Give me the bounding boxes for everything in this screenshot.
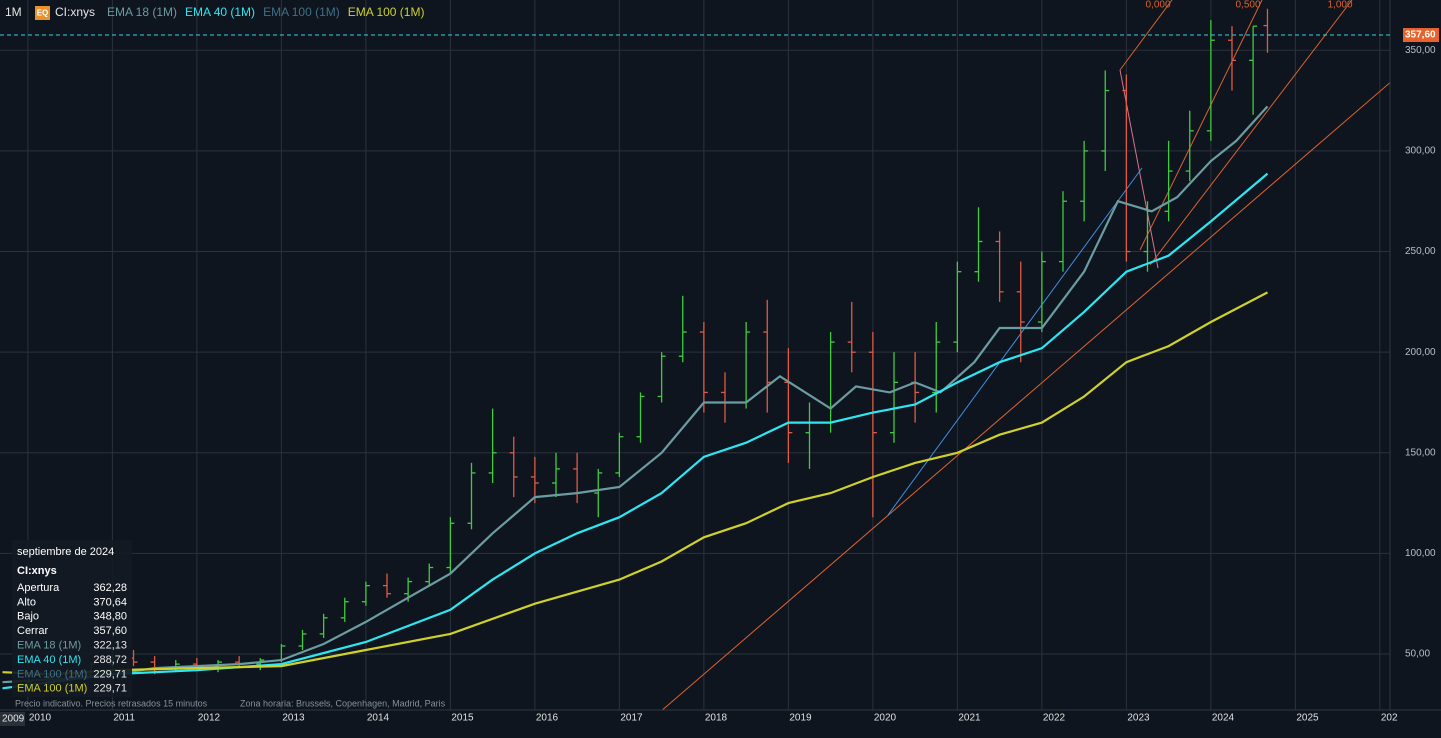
info-title: septiembre de 2024: [17, 546, 114, 558]
info-bg: [12, 540, 132, 697]
timeframe[interactable]: 1M: [5, 5, 22, 19]
info-label: Apertura: [17, 582, 60, 594]
x-tick-label: 2020: [874, 713, 897, 724]
trend-line: [887, 167, 1143, 516]
x-tick-label: 2015: [451, 713, 474, 724]
symbol[interactable]: CI:xnys: [55, 5, 95, 19]
y-axis: 50,00 100,00 150,00 200,00 250,00 300,00 350,0…: [1405, 45, 1436, 660]
footer-note: Precio indicativo. Precios retrasados 15…: [15, 698, 208, 708]
y-tick-label: 200,00: [1405, 347, 1436, 358]
indicator-line: [2, 291, 1269, 676]
info-label: EMA 100 (1M): [17, 683, 87, 695]
info-value: 362,28: [93, 582, 127, 594]
y-tick-label: 50,00: [1405, 649, 1430, 660]
y-tick-label: 150,00: [1405, 447, 1436, 458]
legend-entry[interactable]: EMA 18 (1M): [107, 5, 177, 19]
info-value: 229,71: [93, 683, 127, 695]
info-label: EMA 18 (1M): [17, 640, 81, 652]
x-tick-label: 2016: [536, 713, 559, 724]
x-tick-label: 2010: [29, 713, 52, 724]
info-box: septiembre de 2024 CI:xnys Apertura 362,2…: [12, 540, 132, 697]
x-tick-label: 202: [1381, 713, 1398, 724]
footer-note: Zona horaria: Brussels, Copenhagen, Madr…: [240, 698, 446, 708]
badge: EQ: [37, 9, 49, 18]
drawing-tools: [661, 0, 1390, 710]
info-symbol: CI:xnys: [17, 565, 57, 577]
fan-label: 0,000: [1145, 0, 1170, 11]
cursor-label-bg: [0, 712, 25, 726]
fan-labels: 0,000 0,500 1,000: [1145, 0, 1352, 11]
fan-line: [1139, 0, 1263, 251]
fan-line: [1149, 0, 1353, 266]
last-price-bg: [1403, 28, 1439, 43]
last-price-label: 357,60: [1405, 30, 1436, 41]
x-tick-label: 2023: [1127, 713, 1150, 724]
x-tick-label: 2025: [1296, 713, 1319, 724]
footer: Precio indicativo. Precios retrasados 15…: [15, 698, 446, 708]
info-value: 348,80: [93, 611, 127, 623]
legend: 1M EQ CI:xnys EMA 18 (1M) EMA 40 (1M) EMA …: [5, 5, 424, 20]
x-tick-label: 2017: [620, 713, 643, 724]
legend-entry[interactable]: EMA 100 (1M): [348, 5, 425, 19]
info-label: EMA 40 (1M): [17, 654, 81, 666]
fan-label: 0,500: [1235, 0, 1260, 11]
info-value: 357,60: [93, 625, 127, 637]
fan-line: [1119, 0, 1173, 71]
info-label: Bajo: [17, 611, 39, 623]
y-tick-label: 100,00: [1405, 548, 1436, 559]
trend-line: [661, 81, 1390, 710]
x-tick-label: 2018: [705, 713, 728, 724]
info-value: 229,71: [93, 668, 127, 680]
fan-label: 1,000: [1327, 0, 1352, 11]
x-tick-label: 2022: [1043, 713, 1066, 724]
grid: [0, 0, 1390, 710]
y-tick-label: 250,00: [1405, 246, 1436, 257]
badge-bg: [35, 6, 50, 20]
legend-entry[interactable]: EMA 40 (1M): [185, 5, 255, 19]
info-label: Alto: [17, 596, 36, 608]
y-tick-label: 350,00: [1405, 45, 1436, 56]
info-value: 322,13: [93, 640, 127, 652]
y-tick-label: 300,00: [1405, 146, 1436, 157]
legend-entry[interactable]: EMA 100 (1M): [263, 5, 340, 19]
x-axis: 2010 2011 2012 2013 2014 2015 2016 2017 2018 2019…: [29, 713, 1398, 724]
info-value: 370,64: [93, 596, 127, 608]
x-tick-label: 2021: [958, 713, 981, 724]
plot-area: [2, 0, 1390, 710]
x-tick-label: 2011: [113, 713, 135, 724]
cursor-label: 2009: [2, 714, 25, 725]
indicator-line: [2, 172, 1269, 690]
x-tick-label: 2024: [1212, 713, 1235, 724]
info-value: 288,72: [93, 654, 127, 666]
x-tick-label: 2019: [789, 713, 812, 724]
indicator-line: [2, 105, 1269, 684]
x-tick-label: 2012: [198, 713, 221, 724]
x-tick-label: 2013: [282, 713, 305, 724]
info-label: Cerrar: [17, 625, 49, 637]
x-tick-label: 2014: [367, 713, 390, 724]
info-label: EMA 100 (1M): [17, 668, 87, 680]
